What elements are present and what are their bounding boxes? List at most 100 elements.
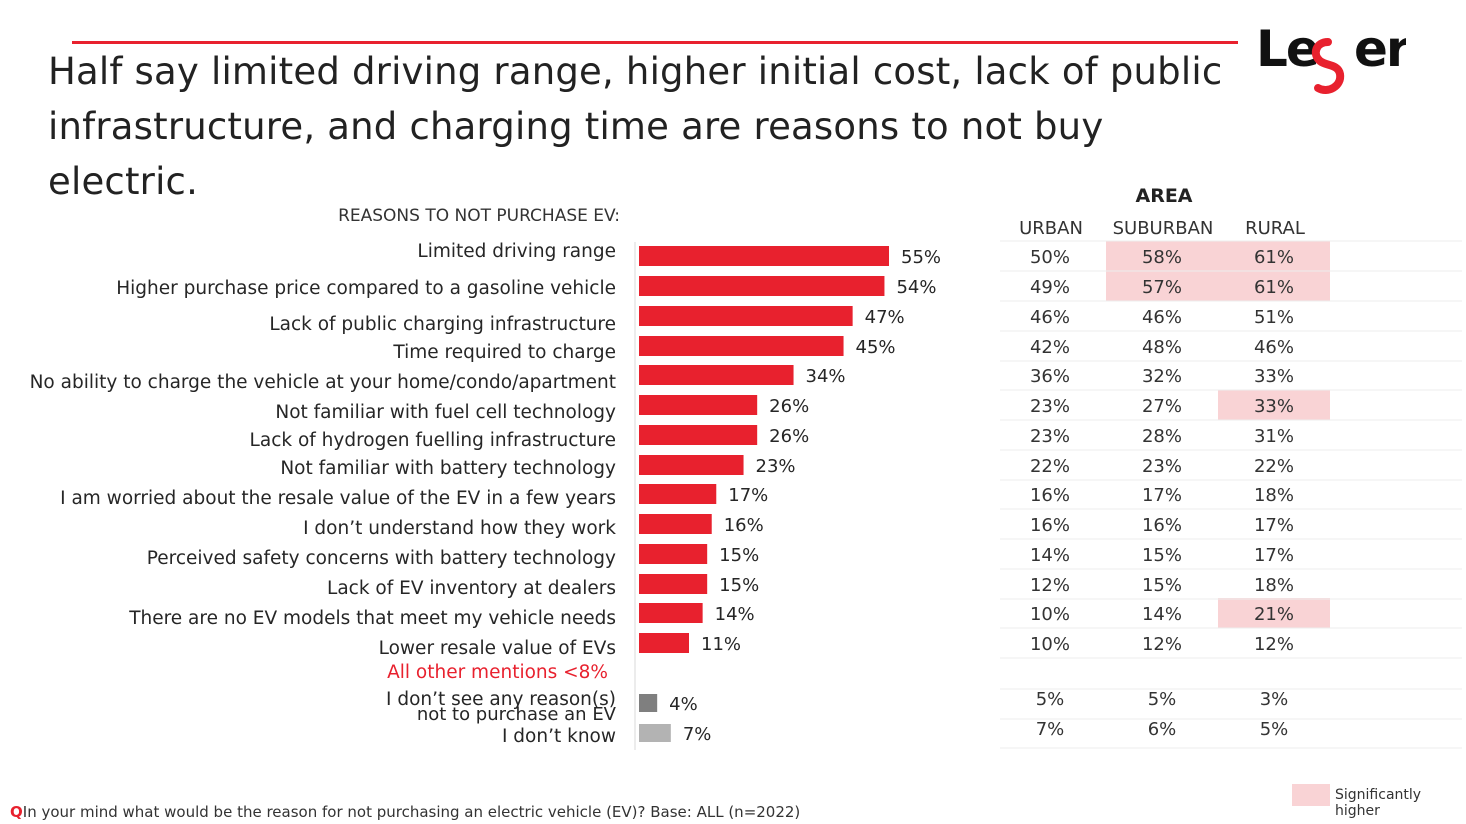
other-mentions-label: All other mentions <8% — [387, 662, 608, 683]
area-table-cell: 14% — [1142, 604, 1182, 625]
area-table-cell: 22% — [1030, 456, 1070, 477]
category-label: Lower resale value of EVs — [378, 638, 616, 659]
bar-value-label: 45% — [856, 337, 896, 358]
bar-value-label: 55% — [901, 247, 941, 268]
bar-value-label: 16% — [724, 515, 764, 536]
col-head-rural: RURAL — [1245, 218, 1305, 239]
category-label: Higher purchase price compared to a gaso… — [116, 278, 616, 299]
question-marker: Q — [10, 803, 23, 821]
category-label: There are no EV models that meet my vehi… — [129, 608, 616, 629]
category-label: Lack of EV inventory at dealers — [327, 578, 616, 599]
bar — [639, 544, 708, 564]
area-table-cell: 61% — [1254, 247, 1294, 268]
legend-swatch-significant — [1292, 784, 1330, 806]
area-table-cell: 7% — [1036, 719, 1065, 740]
area-table-cell: 15% — [1142, 545, 1182, 566]
bar — [639, 514, 712, 534]
category-label: Lack of public charging infrastructure — [269, 314, 616, 335]
area-table-cell: 12% — [1030, 575, 1070, 596]
bar — [639, 395, 758, 415]
title-divider — [72, 41, 1238, 44]
slide-title: Half say limited driving range, higher i… — [48, 50, 1223, 203]
bar-value-label: 11% — [701, 634, 741, 655]
category-label: I don’t understand how they work — [303, 518, 616, 539]
significant-highlight-cell — [1218, 598, 1330, 628]
area-table-cell: 50% — [1030, 247, 1070, 268]
area-table-cell: 10% — [1030, 604, 1070, 625]
svg-text:er: er — [1354, 20, 1406, 78]
question-text: In your mind what would be the reason fo… — [22, 803, 801, 821]
bar-value-label: 14% — [715, 604, 755, 625]
significant-highlight-cell — [1218, 241, 1330, 271]
area-table-cell: 16% — [1030, 485, 1070, 506]
area-table-cell: 23% — [1142, 456, 1182, 477]
area-table-cell: 46% — [1142, 307, 1182, 328]
significant-highlight-cell — [1218, 390, 1330, 420]
bar — [639, 484, 717, 504]
area-table-cell: 31% — [1254, 426, 1294, 447]
bar-value-label: 26% — [769, 396, 809, 417]
bar-value-label: 54% — [896, 277, 936, 298]
area-table-cell: 48% — [1142, 337, 1182, 358]
area-table-header: AREA — [1135, 185, 1193, 207]
significant-highlight-cell — [1106, 271, 1218, 301]
bar — [639, 574, 708, 594]
area-table-cell: 36% — [1030, 366, 1070, 387]
category-label-dont-know: I don’t know — [501, 726, 616, 747]
bar-value-label: 34% — [806, 366, 846, 387]
bar-value-label: 47% — [865, 307, 905, 328]
category-label: No ability to charge the vehicle at your… — [29, 372, 616, 393]
bar-value-label: 26% — [769, 426, 809, 447]
area-table-cell: 46% — [1254, 337, 1294, 358]
significant-highlight-cell — [1106, 241, 1218, 271]
area-table-cell: 6% — [1148, 719, 1177, 740]
area-table-cell: 33% — [1254, 366, 1294, 387]
area-table-cell: 17% — [1142, 485, 1182, 506]
category-label-dont-see-reason: I don’t see any reason(s) — [386, 689, 616, 710]
bar-value-label: 23% — [756, 456, 796, 477]
category-label: Lack of hydrogen fuelling infrastructure — [249, 430, 616, 451]
bar — [639, 694, 658, 712]
question-footnote: QIn your mind what would be the reason f… — [10, 803, 800, 821]
area-table-cell: 23% — [1030, 426, 1070, 447]
area-table-cell: 5% — [1148, 689, 1177, 710]
area-table-cell: 15% — [1142, 575, 1182, 596]
area-table-cell: 18% — [1254, 575, 1294, 596]
area-table-cell: 3% — [1260, 689, 1289, 710]
bar — [639, 276, 885, 296]
bar — [639, 603, 703, 623]
bar — [639, 246, 889, 266]
area-table-cell: 16% — [1142, 515, 1182, 536]
area-table-cell: 23% — [1030, 396, 1070, 417]
bar-value-label: 4% — [669, 694, 698, 715]
col-head-urban: URBAN — [1019, 218, 1083, 239]
category-label: Perceived safety concerns with battery t… — [146, 548, 616, 569]
area-table-cell: 51% — [1254, 307, 1294, 328]
area-table-cell: 21% — [1254, 604, 1294, 625]
leger-logo: Le er — [1256, 20, 1406, 95]
legend-label-significant: Significantly higher — [1335, 787, 1422, 819]
bar — [639, 336, 844, 356]
area-table-cell: 58% — [1142, 247, 1182, 268]
area-table-cell: 28% — [1142, 426, 1182, 447]
category-label: Limited driving range — [417, 241, 616, 262]
area-table-cell: 12% — [1254, 634, 1294, 655]
category-label: I am worried about the resale value of t… — [60, 488, 616, 509]
area-table-cell: 5% — [1036, 689, 1065, 710]
bar — [639, 724, 671, 742]
area-table-cell: 18% — [1254, 485, 1294, 506]
bar — [639, 306, 853, 326]
bar-value-label: 17% — [728, 485, 768, 506]
area-table-cell: 42% — [1030, 337, 1070, 358]
area-table-cell: 57% — [1142, 277, 1182, 298]
area-table-cell: 17% — [1254, 545, 1294, 566]
bar — [639, 633, 689, 653]
area-table-cell: 49% — [1030, 277, 1070, 298]
area-table-cell: 27% — [1142, 396, 1182, 417]
bar — [639, 425, 758, 445]
svg-text:Le: Le — [1256, 20, 1318, 78]
area-table-cell: 17% — [1254, 515, 1294, 536]
col-head-suburban: SUBURBAN — [1112, 218, 1214, 239]
bar-value-label: 15% — [719, 575, 759, 596]
